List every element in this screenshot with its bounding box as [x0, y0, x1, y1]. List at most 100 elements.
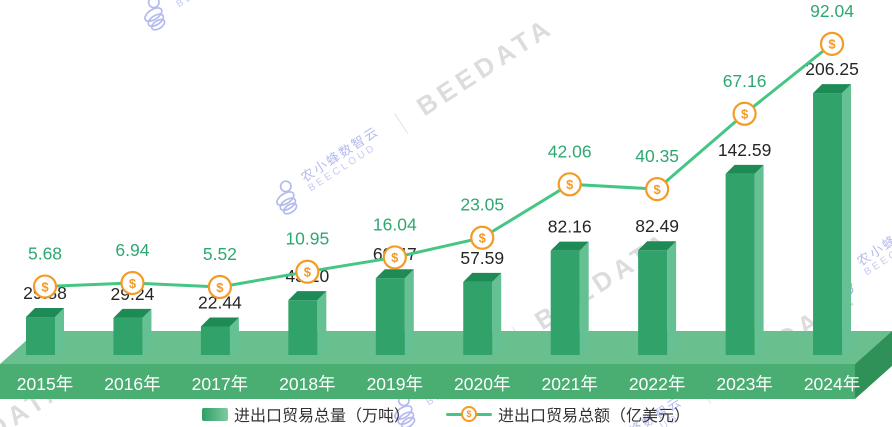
bar-2016年[interactable] [113, 308, 152, 355]
line-point-2016年[interactable]: $ [120, 270, 145, 296]
line-value-label-2017年: 5.52 [203, 244, 237, 264]
bar-top-face [463, 272, 502, 282]
bar-front-face [26, 317, 55, 355]
platform-front-face [0, 364, 855, 399]
bar-top-face [813, 84, 852, 94]
line-value-label-2024年: 92.04 [810, 1, 854, 21]
x-axis-label-2019年: 2019年 [367, 374, 423, 394]
bar-2024年[interactable] [813, 84, 852, 355]
line-value-label-2019年: 16.04 [373, 214, 417, 234]
line-value-label-2016年: 6.94 [115, 240, 149, 260]
line-point-2024年[interactable]: $ [819, 31, 845, 56]
x-axis-label-2017年: 2017年 [192, 374, 248, 394]
dollar-circle-icon [32, 274, 58, 299]
legend-item-bar-series[interactable]: 进出口贸易总量（万吨） [201, 402, 410, 426]
dollar-symbol: $ [41, 279, 49, 294]
bar-side-face [55, 308, 64, 355]
bar-top-face [550, 241, 589, 251]
bar-2015年[interactable] [26, 308, 64, 355]
bar-value-label-2023年: 142.59 [718, 140, 772, 160]
x-axis-label-2020年: 2020年 [454, 374, 510, 394]
bar-top-face [113, 308, 152, 318]
bar-2022年[interactable] [638, 241, 677, 355]
dollar-symbol: $ [654, 182, 662, 197]
line-value-label-2023年: 67.16 [723, 71, 767, 91]
bar-side-face [317, 291, 327, 355]
legend-line-label: 进出口贸易总额（亿美元） [498, 408, 691, 425]
bar-value-label-2024年: 206.25 [805, 59, 859, 79]
dollar-symbol: $ [741, 107, 749, 122]
bar-2017年[interactable] [200, 317, 239, 355]
legend-item-line-series[interactable]: $ 进出口贸易总额（亿美元） [446, 402, 690, 426]
bar-top-face [638, 241, 677, 251]
dollar-symbol: $ [129, 276, 137, 291]
bar-side-face [142, 308, 152, 355]
bar-2020年[interactable] [463, 272, 502, 355]
bar-front-face [550, 250, 580, 355]
line-point-2019年[interactable]: $ [382, 245, 407, 270]
dollar-symbol: $ [828, 37, 836, 52]
dollar-symbol: $ [391, 250, 399, 265]
line-value-label-2020年: 23.05 [460, 195, 504, 215]
line-point-2017年[interactable]: $ [207, 274, 232, 300]
x-axis-label-2016年: 2016年 [104, 374, 160, 394]
line-series-marker-icon: $ [446, 406, 492, 422]
line-point-2023年[interactable]: $ [732, 101, 757, 126]
legend-bar-label: 进出口贸易总量（万吨） [233, 408, 410, 425]
bar-front-face [725, 173, 755, 355]
x-axis-label-2024年: 2024年 [804, 374, 860, 394]
bar-front-face [200, 326, 230, 355]
bar-value-label-2017年: 22.44 [198, 293, 242, 313]
bar-top-face [288, 291, 327, 301]
bar-side-face [229, 317, 239, 355]
line-value-label-2015年: 5.68 [28, 244, 62, 264]
dollar-circle-icon [382, 245, 407, 270]
bar-front-face [113, 317, 143, 355]
bar-top-face [375, 269, 414, 279]
legend: 进出口贸易总量（万吨） $ 进出口贸易总额（亿美元） [0, 402, 892, 426]
bar-value-label-2022年: 82.49 [635, 216, 679, 236]
line-point-2020年[interactable]: $ [470, 225, 495, 250]
bar-front-face [463, 281, 493, 355]
bar-2019年[interactable] [375, 269, 414, 355]
bar-side-face [667, 241, 677, 355]
bar-top-face [200, 317, 239, 327]
bar-series-swatch-icon [201, 407, 228, 421]
line-value-label-2022年: 40.35 [635, 146, 679, 166]
bar-side-face [492, 272, 502, 355]
bar-top-face [725, 164, 764, 174]
dollar-circle-icon [470, 225, 495, 250]
dollar-symbol: $ [479, 231, 487, 246]
x-axis-label-2015年: 2015年 [17, 374, 73, 394]
bar-front-face [288, 300, 318, 355]
dollar-symbol: $ [566, 177, 574, 192]
bar-side-face [842, 84, 852, 355]
dollar-circle-icon [557, 172, 582, 197]
bar-side-face [404, 269, 414, 355]
bar-front-face [638, 250, 668, 355]
dollar-circle-icon [120, 270, 145, 296]
bar-2023年[interactable] [725, 164, 764, 355]
line-point-2021年[interactable]: $ [557, 172, 582, 197]
dollar-symbol: $ [216, 280, 224, 295]
dollar-circle-icon [732, 101, 757, 126]
line-point-2018年[interactable]: $ [295, 259, 320, 284]
bar-value-label-2021年: 82.16 [548, 217, 592, 237]
bar-2021年[interactable] [550, 241, 589, 355]
dollar-circle-icon [295, 259, 320, 284]
bar-top-face [26, 308, 64, 318]
x-axis-label-2022年: 2022年 [629, 374, 685, 394]
dollar-circle-icon [645, 177, 670, 202]
bar-side-face [754, 164, 764, 355]
bar-2018年[interactable] [288, 291, 327, 355]
x-axis-label-2023年: 2023年 [716, 374, 772, 394]
bar-front-face [813, 93, 843, 355]
line-point-2022年[interactable]: $ [645, 177, 670, 202]
line-point-2015年[interactable]: $ [32, 274, 58, 299]
dollar-circle-icon: $ [461, 406, 477, 422]
bar-front-face [375, 278, 405, 355]
trade-value-line [43, 42, 834, 289]
dollar-circle-icon [819, 31, 845, 56]
